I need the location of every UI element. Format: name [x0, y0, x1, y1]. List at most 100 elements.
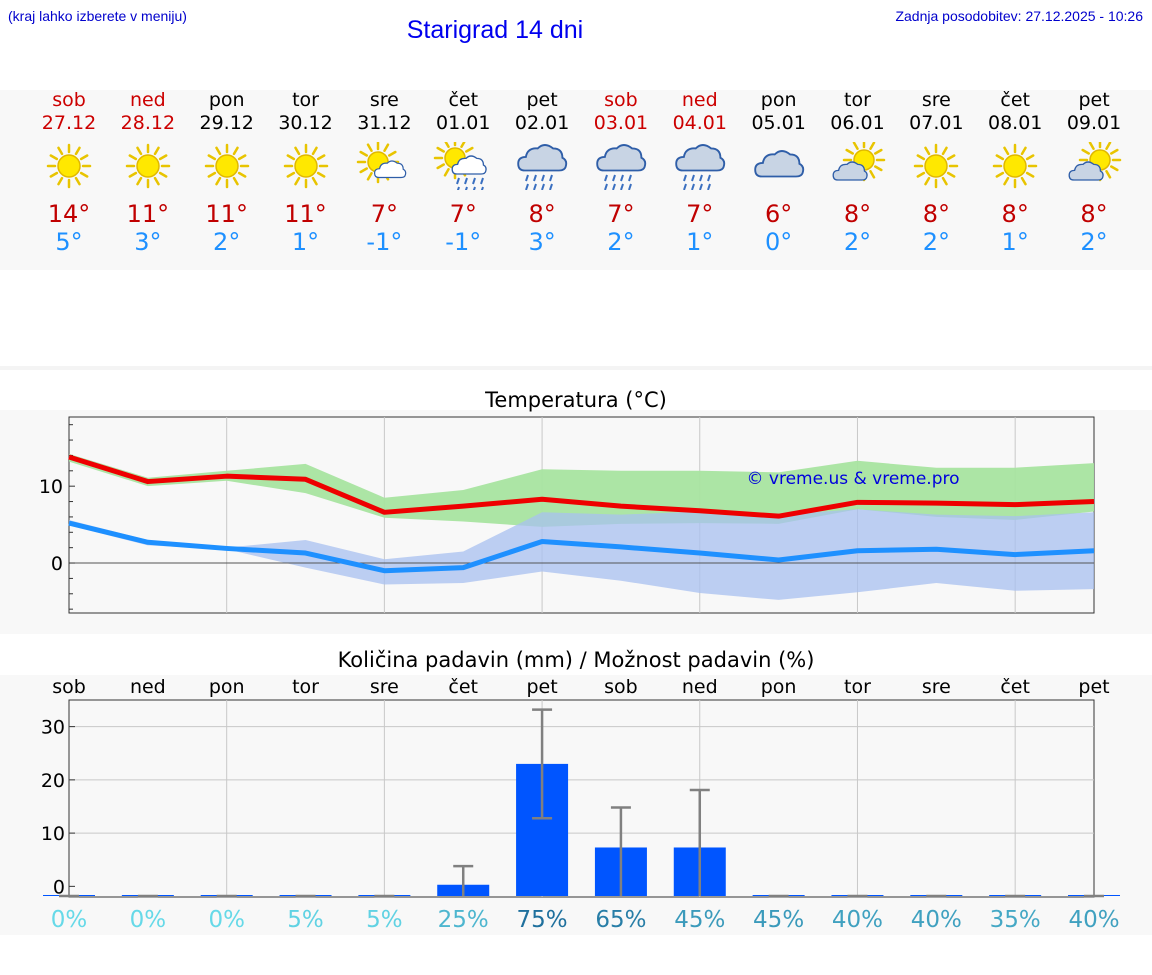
sun-ray [232, 176, 239, 186]
day-forecast: ned 04.01 7° 1° [660, 88, 740, 256]
day-label: sre [370, 676, 399, 698]
probability-label: 40% [832, 907, 883, 933]
max-temperature: 7° [686, 200, 714, 228]
cloud-outline [675, 144, 725, 172]
temperature-chart: 0 10 © vreme.us & vreme.pro [39, 416, 1095, 614]
day-date: 29.12 [199, 112, 254, 134]
sun-ray [942, 176, 949, 186]
sun-ray [1081, 148, 1091, 155]
day-label: sob [52, 676, 86, 698]
raindrop [690, 174, 695, 182]
cloud-shape [832, 161, 868, 181]
raindrop [627, 183, 632, 190]
sun-disc [293, 154, 318, 178]
max-temperature: 6° [765, 200, 793, 228]
sun-disc [924, 154, 949, 178]
min-temperature: 2° [607, 228, 635, 256]
sun-icon [914, 143, 959, 189]
sun-ray [57, 176, 64, 186]
day-name: sob [52, 89, 86, 111]
page-title: Starigrad 14 dni [406, 16, 584, 44]
day-forecast: sre 07.01 8° 2° [896, 88, 976, 256]
day-label: tor [844, 676, 871, 698]
raindrop [698, 174, 703, 182]
day-date: 09.01 [1066, 112, 1122, 134]
day-forecast: čet 08.01 8° 1° [975, 88, 1055, 256]
day-forecast: čet 01.01 7° -1° [423, 88, 503, 256]
sun-ray [79, 154, 89, 161]
max-temperature-line [68, 454, 1095, 519]
sun-ray [852, 142, 859, 150]
last-updated: Zadnja posodobitev: 27.12.2025 - 10:26 [895, 8, 1143, 24]
day-forecast: pet 02.01 8° 3° [502, 88, 582, 256]
raindrop [603, 183, 608, 190]
raindrop [611, 174, 616, 182]
sun-cloud-icon [357, 142, 407, 184]
sun-icon [992, 143, 1038, 189]
precipitation-chart: sob ned pon tor sre čet pet sob ned pon tor sre čet p… [41, 676, 1120, 933]
raindrop [706, 183, 711, 190]
cloud-icon [753, 150, 804, 178]
plot-area [68, 699, 1095, 898]
sun-ray [286, 171, 295, 178]
day-name: pon [760, 89, 797, 111]
sun-ray [153, 146, 160, 156]
sun-ray [947, 171, 956, 178]
probability-label: 75% [517, 907, 568, 933]
sun-ray [436, 163, 446, 170]
raindrop [690, 183, 695, 190]
divider [0, 366, 1152, 370]
day-name: sre [921, 89, 951, 111]
sun-ray [465, 146, 474, 153]
day-label: ned [682, 676, 718, 698]
sun-ray [1110, 165, 1119, 172]
max-temperature: 14° [47, 200, 91, 228]
sun-ray [995, 154, 1005, 161]
sun-ray [367, 143, 374, 152]
day-forecast: tor 30.12 11° 1° [266, 88, 346, 256]
raindrop [525, 183, 530, 190]
y-tick-label: 0 [51, 553, 63, 575]
cloud-shape [451, 155, 488, 175]
sun-ray [924, 176, 931, 186]
sun-ray [128, 171, 137, 178]
watermark: © vreme.us & vreme.pro [746, 469, 959, 489]
day-name: pet [526, 89, 558, 111]
cloud-outline [517, 144, 568, 172]
max-temperature: 8° [528, 200, 556, 228]
day-date: 31.12 [357, 112, 412, 134]
min-temperature: 5° [55, 228, 83, 256]
sun-ray [868, 170, 875, 179]
min-temperature: 1° [686, 228, 714, 256]
y-tick-label: 20 [41, 770, 65, 792]
sun-ray [844, 148, 854, 155]
cloud-outline [596, 144, 647, 172]
cloud-shape [675, 144, 725, 172]
max-temperature: 7° [607, 200, 635, 228]
sun-disc [57, 154, 81, 178]
day-forecast: sre 31.12 7° -1° [344, 88, 424, 256]
day-name: čet [1000, 89, 1030, 111]
rain-icon [517, 144, 568, 190]
sun-ray [232, 146, 239, 156]
sun-ray [74, 176, 81, 186]
raindrop [541, 174, 546, 182]
day-date: 07.01 [909, 112, 964, 134]
day-date: 27.12 [41, 112, 97, 134]
sun-ray [460, 142, 466, 148]
raindrop [619, 183, 624, 190]
cloud-shape [596, 144, 647, 172]
sun-ray [942, 146, 949, 156]
sun-ray [207, 154, 216, 161]
max-temperature: 8° [922, 200, 950, 228]
sun-ray [1020, 146, 1027, 156]
day-forecast: sob 03.01 7° 2° [581, 88, 661, 256]
sun-ray [316, 154, 325, 161]
day-name: sob [604, 89, 638, 111]
max-temperature: 8° [1001, 200, 1029, 228]
max-temperature: 11° [126, 200, 170, 228]
sun-ray [359, 167, 369, 174]
probability-label: 0% [208, 907, 245, 933]
probability-label: 0% [51, 907, 88, 933]
sun-ray [367, 172, 374, 181]
